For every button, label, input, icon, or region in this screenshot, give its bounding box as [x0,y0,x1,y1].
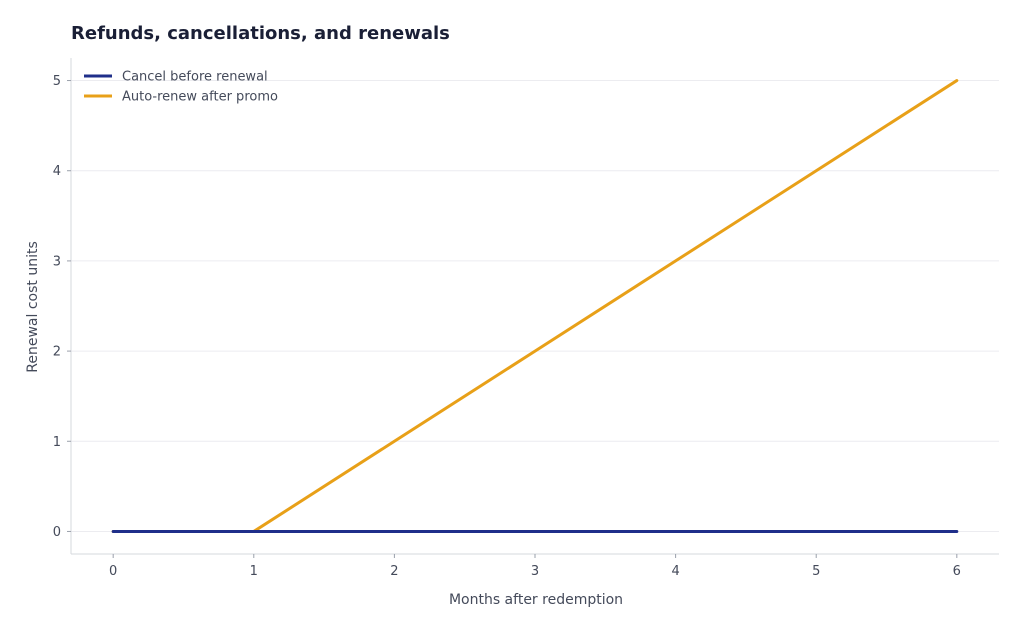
legend-label-0: Cancel before renewal [122,70,268,85]
y-tick-label: 1 [53,435,61,450]
gridlines [71,80,999,532]
y-tick-label: 0 [53,525,61,540]
x-tick-label: 1 [250,564,258,579]
axes [70,58,999,555]
series-lines [111,79,959,533]
y-axis-ticks: 0 1 2 3 4 5 [53,74,71,540]
x-tick-label: 6 [953,564,961,579]
y-tick-label: 5 [53,74,61,89]
y-tick-label: 4 [53,164,61,179]
legend-label-1: Auto-renew after promo [122,90,278,105]
legend: Cancel before renewal Auto-renew after pr… [84,70,278,105]
x-tick-label: 3 [531,564,539,579]
chart-title: Refunds, cancellations, and renewals [71,23,450,44]
x-axis-label: Months after redemption [449,592,623,608]
x-tick-label: 0 [109,564,117,579]
x-tick-label: 5 [812,564,820,579]
y-tick-label: 2 [53,345,61,360]
x-axis-ticks: 0 1 2 3 4 5 6 [109,554,961,579]
x-tick-label: 4 [671,564,679,579]
y-axis-label: Renewal cost units [25,241,41,372]
series-line-1 [111,79,959,533]
x-tick-label: 2 [390,564,398,579]
y-tick-label: 3 [53,254,61,269]
